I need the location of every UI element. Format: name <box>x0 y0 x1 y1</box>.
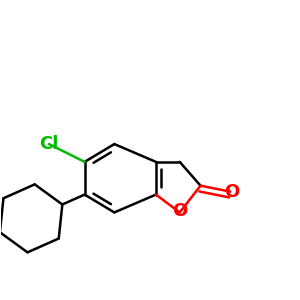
Text: Cl: Cl <box>39 135 58 153</box>
Text: O: O <box>172 202 187 220</box>
Text: O: O <box>224 183 239 201</box>
